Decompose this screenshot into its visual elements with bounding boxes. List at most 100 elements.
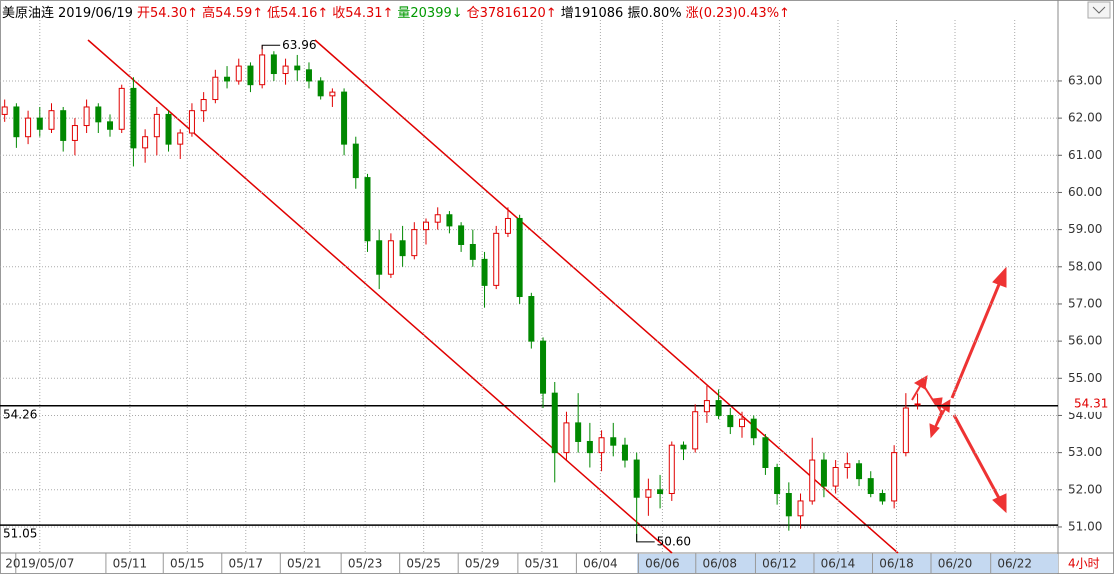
x-tick-label: 05/23 bbox=[348, 557, 383, 571]
candle-body bbox=[586, 440, 593, 454]
x-tick-label: 05/21 bbox=[287, 557, 322, 571]
candle-body bbox=[25, 117, 32, 138]
y-tick-label: 57.00 bbox=[1068, 296, 1102, 310]
candle-body bbox=[481, 258, 488, 286]
candle-body bbox=[879, 493, 886, 502]
candle-body bbox=[563, 422, 570, 454]
candle-body bbox=[177, 132, 184, 145]
candle-body bbox=[48, 110, 55, 130]
candle-body bbox=[71, 125, 78, 141]
y-tick-label: 61.00 bbox=[1068, 148, 1102, 162]
candle-body bbox=[1, 106, 8, 115]
candle-body bbox=[329, 91, 336, 97]
candle-body bbox=[739, 418, 746, 428]
candle-body bbox=[200, 99, 207, 112]
candle-body bbox=[107, 121, 114, 130]
quote-header: 美原油连 2019/06/19 开54.30↑ 高54.59↑ 低54.16↑ 收54.3… bbox=[2, 2, 794, 21]
candle-body bbox=[703, 400, 710, 413]
y-tick-label: 63.00 bbox=[1068, 73, 1102, 87]
y-tick-label: 53.00 bbox=[1068, 445, 1102, 459]
x-tick-label: 06/18 bbox=[879, 557, 914, 571]
quote-field: 开54.30↑ bbox=[136, 6, 199, 21]
y-tick-label: 58.00 bbox=[1068, 259, 1102, 273]
y-tick-label: 60.00 bbox=[1068, 185, 1102, 199]
candle-body bbox=[680, 444, 687, 450]
last-price-label: 54.31 bbox=[1074, 396, 1108, 410]
candle-body bbox=[364, 177, 371, 242]
candle-body bbox=[528, 296, 535, 342]
candle-body bbox=[832, 466, 839, 487]
x-tick-label: 06/04 bbox=[583, 557, 618, 571]
toggle-button[interactable] bbox=[1087, 1, 1111, 19]
candle-body bbox=[469, 243, 476, 260]
quote-field: 量20399↓ bbox=[397, 6, 463, 21]
candle-body bbox=[797, 500, 804, 517]
candle-body bbox=[692, 411, 699, 450]
candle-body bbox=[376, 240, 383, 275]
quote-field: 振0.80% bbox=[627, 6, 682, 21]
candle-body bbox=[668, 444, 675, 495]
candle-body bbox=[446, 214, 453, 227]
quote-field: 收54.31↑ bbox=[332, 6, 394, 21]
extreme-label: 63.96 bbox=[282, 38, 316, 52]
candle-body bbox=[317, 80, 324, 97]
candle-body bbox=[294, 65, 301, 71]
channel-lines bbox=[87, 39, 899, 554]
candle-body bbox=[458, 225, 465, 245]
x-tick-label: 06/12 bbox=[762, 557, 797, 571]
candle-body bbox=[633, 459, 640, 498]
y-tick-label: 56.00 bbox=[1068, 334, 1102, 348]
x-tick-label: 05/25 bbox=[406, 557, 441, 571]
candle-body bbox=[575, 422, 582, 442]
x-tick-label: 05/11 bbox=[113, 557, 148, 571]
candle-body bbox=[224, 76, 231, 82]
candle-body bbox=[727, 414, 734, 428]
candle-body bbox=[399, 240, 406, 257]
candle-body bbox=[516, 217, 523, 298]
candle-body bbox=[657, 489, 664, 495]
y-tick-label: 52.00 bbox=[1068, 482, 1102, 496]
candle-body bbox=[188, 110, 195, 134]
candle-body bbox=[118, 87, 125, 130]
candle-body bbox=[902, 407, 909, 454]
last-price-box bbox=[1061, 395, 1113, 412]
quote-field: 高54.59↑ bbox=[202, 6, 264, 21]
candle-body bbox=[645, 489, 652, 498]
y-tick-label: 51.00 bbox=[1068, 519, 1102, 533]
y-tick-label: 55.00 bbox=[1068, 371, 1102, 385]
candle-body bbox=[341, 91, 348, 145]
candle-body bbox=[715, 400, 722, 416]
period-label: 4小时 bbox=[1068, 557, 1100, 571]
candle-body bbox=[352, 143, 359, 179]
candle-body bbox=[820, 459, 827, 487]
candle-body bbox=[844, 463, 851, 468]
quote-field: 低54.16↑ bbox=[267, 6, 329, 21]
candle-body bbox=[282, 65, 289, 75]
candle-body bbox=[259, 54, 266, 86]
price-line-label: 51.05 bbox=[3, 527, 37, 541]
extreme-marker bbox=[261, 44, 281, 50]
candle-body bbox=[411, 229, 418, 257]
candle-body bbox=[130, 87, 137, 149]
candle-body bbox=[95, 106, 102, 123]
candle-body bbox=[867, 478, 874, 495]
candle-body bbox=[493, 232, 500, 286]
x-tick-label: 06/06 bbox=[645, 557, 680, 571]
candle-body bbox=[891, 452, 898, 502]
candle-body bbox=[551, 392, 558, 454]
candle-body bbox=[165, 113, 172, 145]
x-tick-label: 05/29 bbox=[465, 557, 500, 571]
x-tick-label: 05/17 bbox=[228, 557, 263, 571]
candle-body bbox=[36, 117, 43, 130]
candle-body bbox=[270, 54, 277, 75]
x-tick-label: 06/14 bbox=[821, 557, 856, 571]
date-highlight bbox=[637, 554, 1058, 573]
candle-body bbox=[914, 403, 921, 406]
candle-body bbox=[212, 76, 219, 101]
candle-body bbox=[387, 240, 394, 275]
candle-body bbox=[540, 340, 547, 394]
candle-body bbox=[235, 65, 242, 82]
